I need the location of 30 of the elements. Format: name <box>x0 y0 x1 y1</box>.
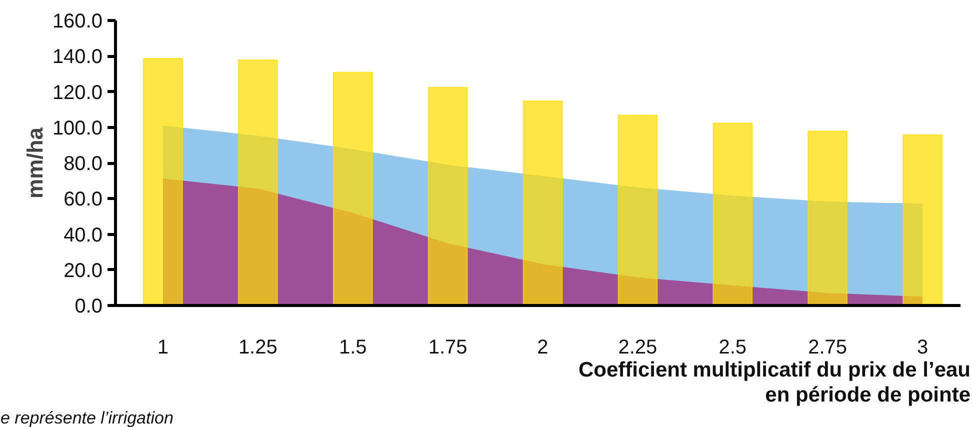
x-tick-label: 2.75 <box>808 336 848 358</box>
text: e représente l’irrigation <box>0 408 174 427</box>
x-tick-label: 1.5 <box>338 336 367 358</box>
x-tick-label: 1.25 <box>238 336 278 358</box>
y-tick-label: 20.0 <box>64 260 103 282</box>
x-tick-label: 2.25 <box>618 336 658 358</box>
bar <box>902 134 942 306</box>
x-tick-label: 2 <box>537 336 548 358</box>
y-axis-title: mm/ha <box>22 126 48 198</box>
y-tick-label: 0.0 <box>74 296 103 318</box>
bar <box>332 72 373 306</box>
y-tick-label: 60.0 <box>64 188 103 211</box>
bar <box>618 114 658 306</box>
x-axis-title: Coefficient multiplicatif du prix de l’eau en période de pointe <box>578 358 971 406</box>
x-tick-label: 1 <box>157 336 169 358</box>
y-tick-label: 80.0 <box>64 153 103 175</box>
x-tick-label: 1.75 <box>428 336 468 358</box>
bar <box>143 58 183 306</box>
x-tick-label: 3 <box>916 336 928 358</box>
bar <box>522 100 563 306</box>
y-tick-label: 40.0 <box>64 224 103 246</box>
y-tick-label: 100.0 <box>52 117 103 140</box>
bar <box>238 60 278 306</box>
bar <box>808 130 848 306</box>
y-tick-label: 140.0 <box>52 46 103 68</box>
bar <box>712 122 753 306</box>
bar <box>428 86 468 306</box>
y-tick-label: 120.0 <box>52 82 103 104</box>
x-tick-label: 2.5 <box>718 336 747 358</box>
y-tick-label: 160.0 <box>52 10 103 32</box>
